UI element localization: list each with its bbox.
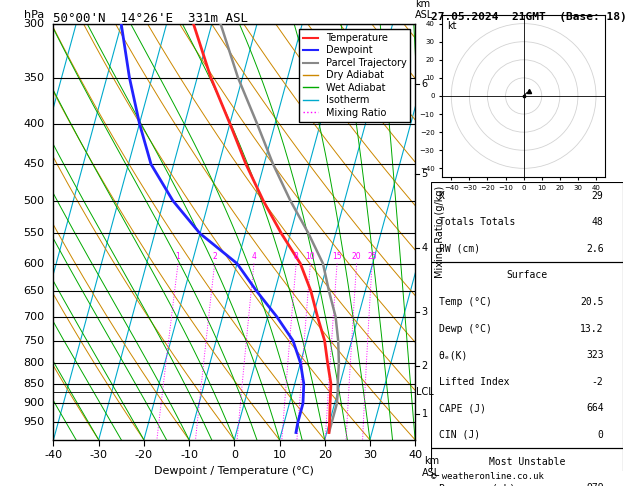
Text: 1: 1 — [421, 409, 428, 419]
Text: 3: 3 — [421, 307, 428, 317]
Text: 2: 2 — [421, 361, 428, 371]
Text: Totals Totals: Totals Totals — [438, 217, 515, 227]
Text: 2: 2 — [212, 252, 217, 261]
Text: 800: 800 — [23, 358, 45, 368]
Text: Pressure (mb): Pressure (mb) — [438, 483, 515, 486]
X-axis label: Dewpoint / Temperature (°C): Dewpoint / Temperature (°C) — [154, 466, 314, 476]
Text: Dewp (°C): Dewp (°C) — [438, 324, 491, 333]
Text: 50°00'N  14°26'E  331m ASL: 50°00'N 14°26'E 331m ASL — [53, 12, 248, 25]
Text: LCL: LCL — [416, 387, 433, 397]
Text: 15: 15 — [332, 252, 342, 261]
Text: 600: 600 — [23, 259, 45, 269]
Text: 900: 900 — [23, 399, 45, 408]
Text: 4: 4 — [252, 252, 257, 261]
Text: kt: kt — [447, 21, 457, 31]
Text: 664: 664 — [586, 403, 604, 414]
Text: -2: -2 — [592, 377, 604, 387]
Text: 13.2: 13.2 — [580, 324, 604, 333]
Legend: Temperature, Dewpoint, Parcel Trajectory, Dry Adiabat, Wet Adiabat, Isotherm, Mi: Temperature, Dewpoint, Parcel Trajectory… — [299, 29, 410, 122]
Text: hPa: hPa — [24, 10, 45, 20]
Text: 323: 323 — [586, 350, 604, 360]
Text: 650: 650 — [23, 286, 45, 296]
Text: km
ASL: km ASL — [415, 0, 433, 20]
Text: 550: 550 — [23, 228, 45, 239]
Text: 350: 350 — [23, 72, 45, 83]
Text: 27.05.2024  21GMT  (Base: 18): 27.05.2024 21GMT (Base: 18) — [431, 12, 626, 22]
Text: PW (cm): PW (cm) — [438, 244, 480, 254]
Text: 4: 4 — [421, 243, 428, 253]
Text: CAPE (J): CAPE (J) — [438, 403, 486, 414]
Text: Most Unstable: Most Unstable — [489, 456, 565, 467]
Text: 6: 6 — [421, 79, 428, 89]
Text: 10: 10 — [306, 252, 315, 261]
Text: 29: 29 — [592, 191, 604, 201]
Text: 700: 700 — [23, 312, 45, 322]
Text: θₑ(K): θₑ(K) — [438, 350, 468, 360]
Bar — [431, 182, 623, 262]
Text: 48: 48 — [592, 217, 604, 227]
Text: Surface: Surface — [506, 270, 547, 280]
Text: K: K — [438, 191, 445, 201]
Text: Mixing Ratio (g/kg): Mixing Ratio (g/kg) — [435, 186, 445, 278]
Text: CIN (J): CIN (J) — [438, 430, 480, 440]
Text: 2.6: 2.6 — [586, 244, 604, 254]
Text: Temp (°C): Temp (°C) — [438, 297, 491, 307]
Text: 979: 979 — [586, 483, 604, 486]
Text: 25: 25 — [367, 252, 377, 261]
Text: 300: 300 — [23, 19, 45, 29]
Text: © weatheronline.co.uk: © weatheronline.co.uk — [431, 472, 543, 481]
Text: 1: 1 — [175, 252, 181, 261]
Bar — [431, 262, 623, 448]
Text: 0: 0 — [598, 430, 604, 440]
Bar — [431, 448, 623, 486]
Text: km
ASL: km ASL — [422, 456, 440, 478]
Text: 450: 450 — [23, 159, 45, 169]
Text: Lifted Index: Lifted Index — [438, 377, 509, 387]
Text: 500: 500 — [23, 195, 45, 206]
Text: 20.5: 20.5 — [580, 297, 604, 307]
Text: 20: 20 — [352, 252, 362, 261]
Text: 8: 8 — [294, 252, 299, 261]
Text: 400: 400 — [23, 119, 45, 129]
Text: 950: 950 — [23, 417, 45, 427]
Text: 850: 850 — [23, 379, 45, 389]
Text: 750: 750 — [23, 335, 45, 346]
Text: 5: 5 — [421, 169, 428, 179]
